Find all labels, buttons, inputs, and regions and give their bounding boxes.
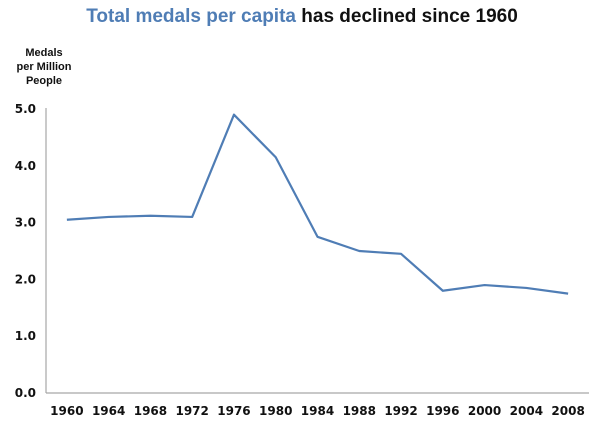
x-tick-label: 1984 [301, 404, 334, 418]
y-label-line: Medals [25, 47, 63, 59]
x-tick-label: 1988 [343, 404, 376, 418]
y-tick-label: 0.0 [15, 386, 36, 400]
x-tick-label: 1960 [50, 404, 83, 418]
title-rest: has declined since 1960 [301, 6, 518, 27]
y-tick-label: 3.0 [15, 216, 36, 230]
title-highlight: Total medals per capita [86, 6, 296, 27]
x-tick-label: 1972 [175, 404, 208, 418]
y-tick-label: 5.0 [15, 102, 36, 116]
y-label-line: per Million [16, 61, 72, 73]
y-label-line: People [25, 75, 63, 87]
series-line [66, 113, 569, 295]
y-tick-label: 1.0 [15, 329, 36, 343]
x-tick-label: 2008 [551, 404, 584, 418]
x-tick-label: 1968 [134, 404, 167, 418]
x-tick-label: 1996 [426, 404, 459, 418]
x-tick-label: 2000 [468, 404, 501, 418]
y-tick-label: 2.0 [15, 272, 36, 286]
y-tick-label: 4.0 [15, 159, 36, 173]
y-axis-label: Medals per Million People [2, 46, 86, 88]
x-tick-label: 2004 [510, 404, 543, 418]
x-tick-label: 1980 [259, 404, 292, 418]
x-tick-label: 1976 [217, 404, 250, 418]
x-tick-label: 1992 [384, 404, 417, 418]
x-tick-label: 1964 [92, 404, 125, 418]
chart-title: Total medals per capita has declined sin… [0, 6, 604, 28]
